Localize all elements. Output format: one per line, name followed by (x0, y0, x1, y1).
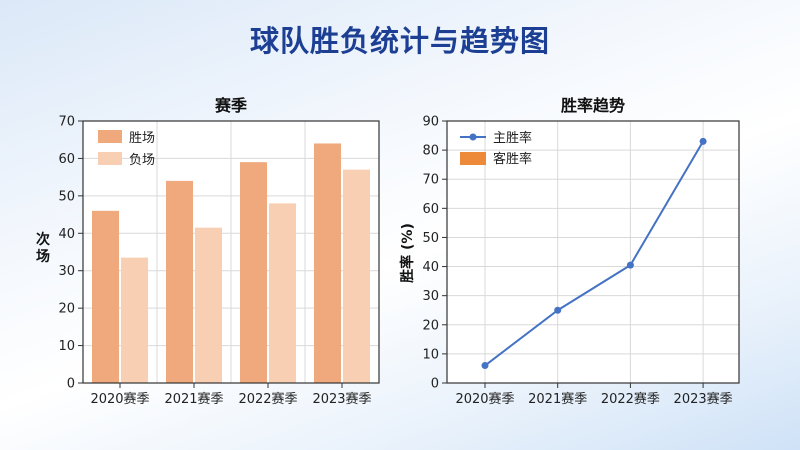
bar-legend-swatch (98, 152, 122, 165)
line-point (699, 137, 707, 145)
line-point (626, 261, 634, 269)
bar-loss (195, 227, 222, 383)
bar-legend-label: 负场 (129, 153, 155, 168)
bar-xtick-label: 2021赛季 (164, 391, 223, 407)
bar-ytick-label: 0 (67, 377, 75, 392)
line-xtick-label: 2021赛季 (528, 391, 587, 407)
slide-title: 球队胜负统计与趋势图 (249, 24, 550, 58)
bar-loss (343, 169, 370, 383)
bar-win (92, 210, 119, 383)
bar-legend-label: 胜场 (129, 131, 155, 146)
bar-win (166, 180, 193, 383)
line-legend-label: 主胜率 (493, 130, 532, 146)
bar-plot-frame (82, 120, 380, 384)
line-y-axis-label: 胜率 (%) (399, 223, 416, 283)
bar-chart-title: 赛季 (214, 96, 247, 115)
line-ytick-label: 0 (431, 377, 439, 392)
line-point (481, 362, 489, 370)
line-ytick-label: 90 (422, 115, 439, 130)
line-plot-area (447, 121, 739, 383)
line-xtick-label: 2020赛季 (455, 391, 514, 407)
line-ytick-label: 50 (422, 231, 439, 246)
bar-win (240, 162, 267, 383)
bar-ytick-label: 60 (58, 152, 75, 167)
line-point (554, 306, 562, 314)
bar-ytick-label: 70 (58, 115, 75, 130)
line-ytick-label: 40 (422, 260, 439, 275)
bar-y-axis-label: 次场 (36, 231, 50, 265)
line-xtick-label: 2023赛季 (674, 391, 733, 407)
bar-legend-swatch (98, 130, 122, 143)
bar-win (314, 143, 341, 383)
line-ytick-label: 70 (422, 173, 439, 188)
bar-loss (121, 257, 148, 383)
bar-loss (269, 203, 296, 383)
bar-xtick-label: 2023赛季 (312, 391, 371, 407)
bar-ytick-label: 40 (58, 227, 75, 242)
line-plot-frame (446, 120, 740, 384)
line-legend-label: 客胜率 (493, 151, 532, 167)
line-ytick-label: 20 (422, 318, 439, 333)
bar-ytick-label: 10 (58, 339, 75, 354)
bar-xtick-label: 2022赛季 (238, 391, 297, 407)
line-ytick-label: 30 (422, 289, 439, 304)
line-legend-swatch (460, 152, 486, 165)
line-xtick-label: 2022赛季 (601, 391, 660, 407)
line-legend-marker (469, 133, 477, 141)
line-ytick-label: 60 (422, 202, 439, 217)
bar-ytick-label: 30 (58, 264, 75, 279)
line-chart-title: 胜率趋势 (560, 96, 625, 115)
line-ytick-label: 10 (422, 347, 439, 362)
bar-ytick-label: 50 (58, 189, 75, 204)
bar-ytick-label: 20 (58, 302, 75, 317)
bar-xtick-label: 2020赛季 (90, 391, 149, 407)
line-ytick-label: 80 (422, 144, 439, 159)
line-series-home-win-rate (484, 140, 704, 367)
